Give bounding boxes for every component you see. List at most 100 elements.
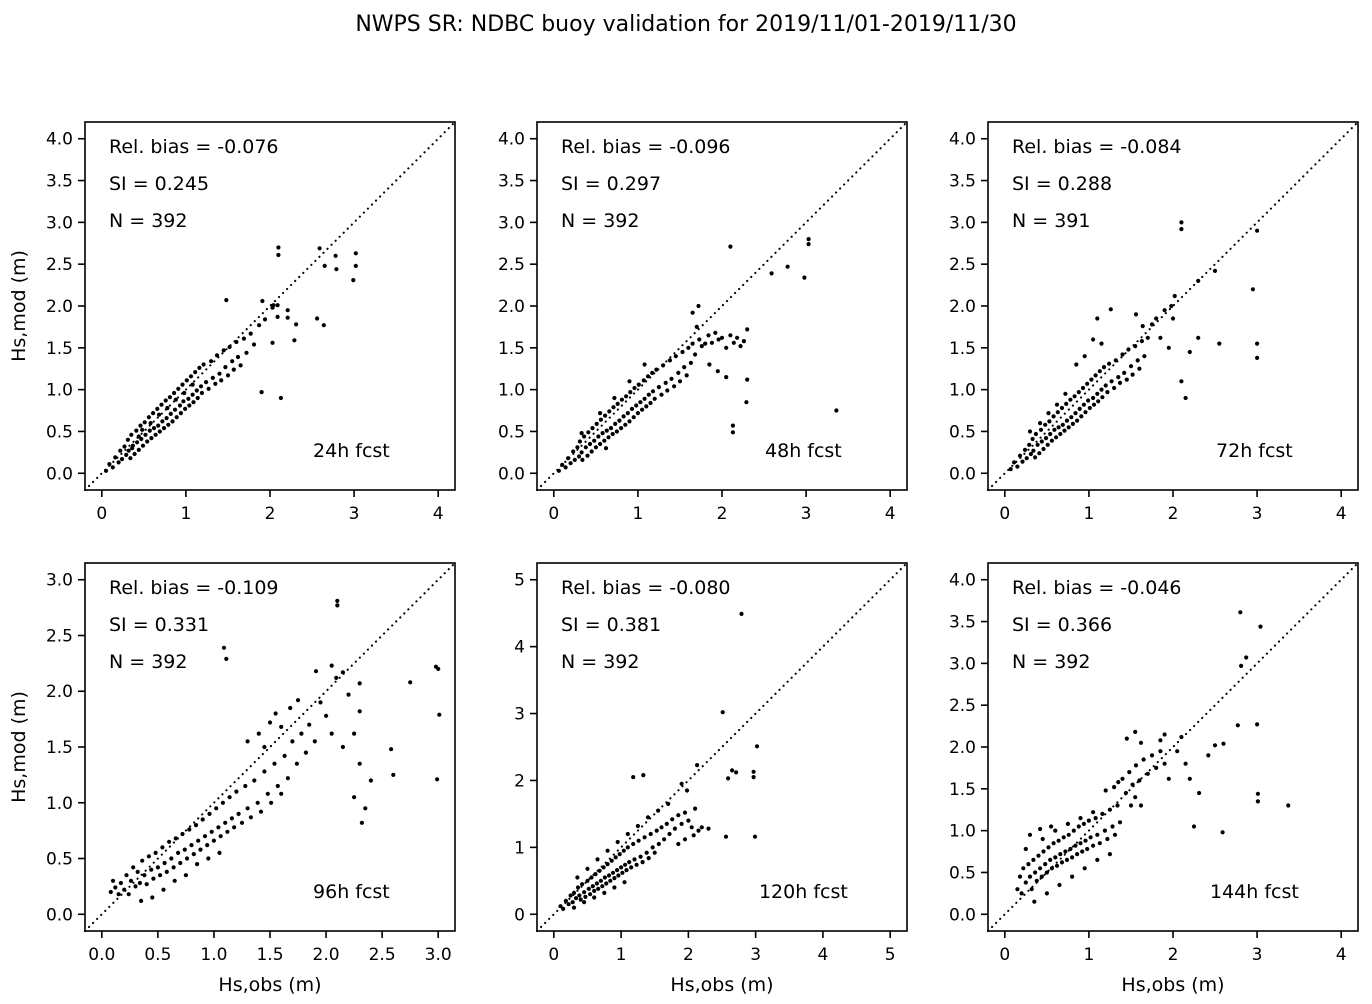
x-tick-label: 1 (1083, 504, 1094, 524)
si-text: SI = 0.297 (561, 173, 661, 195)
x-tick-label: 0 (999, 504, 1010, 524)
scatter-points (558, 611, 760, 912)
x-tick-label: 3 (1252, 504, 1263, 524)
x-tick-label: 0 (999, 945, 1010, 965)
x-tick-label: 2.0 (313, 945, 340, 965)
y-tick-label: 1.0 (498, 381, 525, 401)
x-tick-label: 4 (1336, 945, 1347, 965)
si-text: SI = 0.366 (1012, 614, 1112, 636)
fcst-label: 72h fcst (1216, 440, 1293, 462)
x-tick-label: 1 (1083, 945, 1094, 965)
si-text: SI = 0.288 (1012, 173, 1112, 195)
y-tick-label: 0.5 (46, 422, 73, 442)
x-tick-label: 0.5 (144, 945, 171, 965)
x-tick-label: 0 (548, 504, 559, 524)
x-tick-label: 1 (616, 945, 627, 965)
y-tick-label: 0.5 (949, 422, 976, 442)
y-tick-label: 3.0 (46, 213, 73, 233)
y-tick-label: 0.5 (498, 422, 525, 442)
scatter-points (1008, 220, 1260, 472)
x-axis-label: Hs,obs (m) (218, 974, 321, 996)
x-tick-label: 2 (683, 945, 694, 965)
fcst-label: 120h fcst (759, 881, 848, 903)
y-axis-label: Hs,mod (m) (8, 691, 30, 803)
x-tick-label: 1 (632, 504, 643, 524)
y-tick-label: 4.0 (949, 130, 976, 150)
x-tick-label: 0 (548, 945, 559, 965)
y-tick-label: 1.5 (46, 738, 73, 758)
y-tick-label: 2.0 (498, 297, 525, 317)
y-tick-label: 0.5 (949, 863, 976, 883)
y-tick-label: 4 (514, 638, 525, 658)
x-tick-label: 3 (1252, 945, 1263, 965)
y-tick-label: 2 (514, 771, 525, 791)
y-tick-label: 3.5 (46, 172, 73, 192)
x-tick-label: 4 (433, 504, 444, 524)
n-text: N = 392 (561, 651, 639, 673)
rel-bias-text: Rel. bias = -0.096 (561, 136, 731, 158)
y-tick-label: 2.5 (46, 626, 73, 646)
y-tick-label: 2.5 (949, 696, 976, 716)
rel-bias-text: Rel. bias = -0.076 (109, 136, 279, 158)
axes-frame (536, 562, 908, 932)
y-tick-label: 4.0 (498, 130, 525, 150)
y-tick-label: 3.5 (949, 172, 976, 192)
rel-bias-text: Rel. bias = -0.084 (1012, 136, 1182, 158)
y-tick-label: 0 (514, 905, 525, 925)
y-tick-label: 0.0 (949, 464, 976, 484)
y-tick-label: 3.5 (949, 613, 976, 633)
x-tick-label: 1.0 (200, 945, 227, 965)
y-tick-label: 1.0 (46, 381, 73, 401)
scatter-panel-24h: 0 1 2 3 4 0.0 0.5 1.0 1.5 2.0 2.5 3.0 3.5 4.0 Rel. bia… (8, 120, 457, 524)
y-tick-label: 2.0 (46, 297, 73, 317)
x-tick-label: 3 (801, 504, 812, 524)
scatter-panel-144h: 0 1 2 3 4 0.0 0.5 1.0 1.5 2.0 2.5 3.0 3.5 4.0 Rel. bia… (949, 561, 1360, 996)
stats-annotation: Rel. bias = -0.080 SI = 0.381 N = 392 (561, 577, 731, 673)
y-tick-label: 3 (514, 705, 525, 725)
rel-bias-text: Rel. bias = -0.109 (109, 577, 279, 599)
y-axis: 0.0 0.5 1.0 1.5 2.0 2.5 3.0 (46, 571, 85, 925)
fcst-label: 24h fcst (313, 440, 390, 462)
y-axis: 0 1 2 3 4 5 (514, 571, 537, 925)
x-tick-label: 2.5 (369, 945, 396, 965)
y-tick-label: 3.0 (46, 571, 73, 591)
y-axis: 0.0 0.5 1.0 1.5 2.0 2.5 3.0 3.5 4.0 (949, 130, 988, 484)
x-axis: 0 1 2 3 4 5 (548, 931, 896, 965)
y-tick-label: 1.5 (949, 780, 976, 800)
n-text: N = 392 (109, 210, 187, 232)
y-tick-label: 0.0 (498, 464, 525, 484)
y-tick-label: 3.0 (498, 213, 525, 233)
y-tick-label: 0.0 (949, 905, 976, 925)
x-axis-label: Hs,obs (m) (1121, 974, 1224, 996)
y-tick-label: 3.0 (949, 213, 976, 233)
y-tick-label: 1.0 (46, 794, 73, 814)
scatter-panel-96h: 0.0 0.5 1.0 1.5 2.0 2.5 3.0 0.0 0.5 1.0 1.5 2.0 2.5 3… (8, 561, 457, 996)
y-tick-label: 2.0 (949, 297, 976, 317)
x-tick-label: 2 (1168, 945, 1179, 965)
n-text: N = 392 (561, 210, 639, 232)
x-axis-label: Hs,obs (m) (670, 974, 773, 996)
x-tick-label: 1.5 (256, 945, 283, 965)
y-tick-label: 1.5 (498, 339, 525, 359)
x-tick-label: 5 (885, 945, 896, 965)
y-tick-label: 3.5 (498, 172, 525, 192)
scatter-points (1015, 610, 1291, 904)
stats-annotation: Rel. bias = -0.046 SI = 0.366 N = 392 (1012, 577, 1182, 673)
y-tick-label: 2.5 (46, 255, 73, 275)
x-tick-label: 4 (1336, 504, 1347, 524)
y-tick-label: 1 (514, 838, 525, 858)
si-text: SI = 0.331 (109, 614, 209, 636)
y-tick-label: 2.0 (46, 682, 73, 702)
stats-annotation: Rel. bias = -0.109 SI = 0.331 N = 392 (109, 577, 279, 673)
scatter-panel-48h: 0 1 2 3 4 0.0 0.5 1.0 1.5 2.0 2.5 3.0 3.5 4.0 Rel. bia… (498, 120, 909, 524)
y-tick-label: 5 (514, 571, 525, 591)
fcst-label: 48h fcst (765, 440, 842, 462)
x-tick-label: 3 (349, 504, 360, 524)
fcst-label: 144h fcst (1210, 881, 1299, 903)
si-text: SI = 0.381 (561, 614, 661, 636)
x-axis: 0 1 2 3 4 (96, 490, 444, 524)
y-tick-label: 4.0 (949, 571, 976, 591)
stats-annotation: Rel. bias = -0.084 SI = 0.288 N = 391 (1012, 136, 1182, 232)
